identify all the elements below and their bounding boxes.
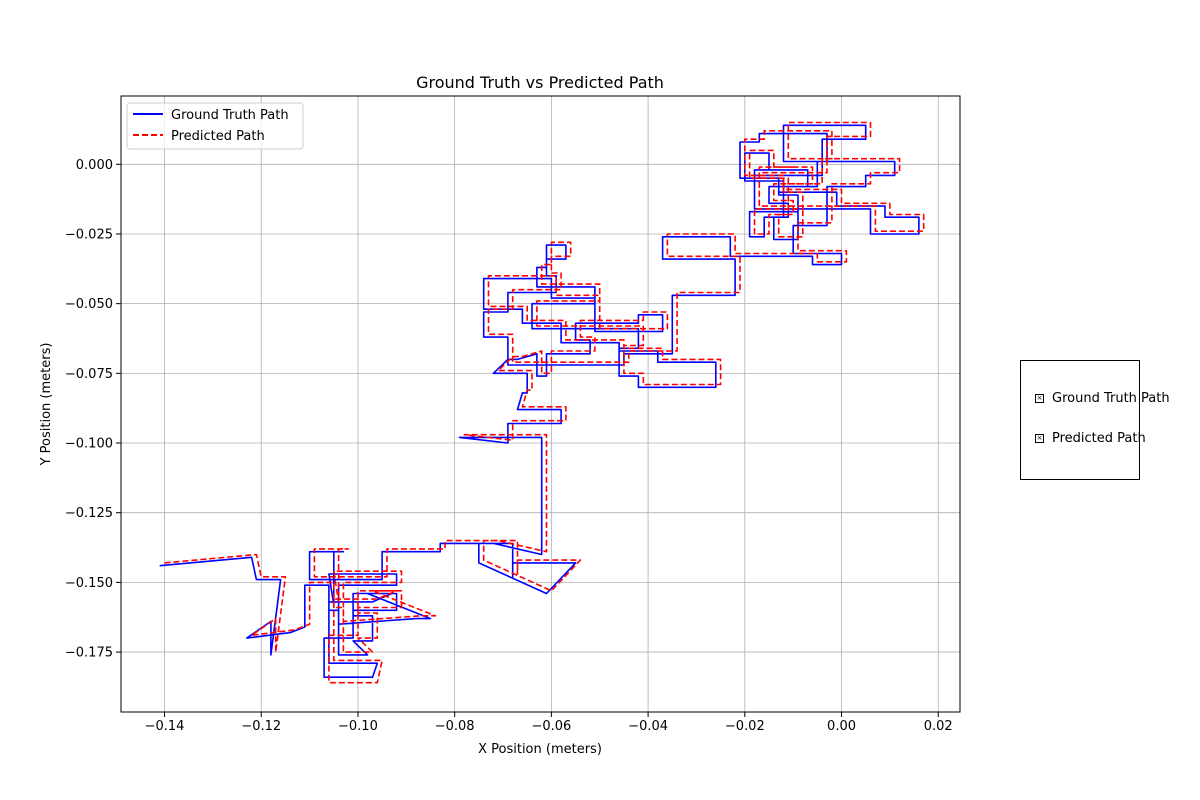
y-tick-label: −0.075 bbox=[65, 367, 113, 382]
x-tick-label: −0.06 bbox=[531, 719, 571, 734]
y-tick-label: −0.025 bbox=[65, 227, 113, 242]
y-tick-label: −0.175 bbox=[65, 646, 113, 661]
series-layer bbox=[159, 121, 925, 684]
secondary-legend-item: × Ground Truth Path bbox=[1035, 391, 1170, 406]
y-tick-label: −0.150 bbox=[65, 576, 113, 591]
secondary-legend-item: × Predicted Path bbox=[1035, 431, 1146, 446]
y-tick-label: −0.100 bbox=[65, 437, 113, 452]
x-tick-label: 0.00 bbox=[827, 719, 856, 734]
tick-layer: −0.14 −0.12 −0.10 −0.08 −0.06 −0.04 −0.02 0.00 0… bbox=[65, 158, 953, 734]
ground-truth-path-line bbox=[159, 124, 920, 679]
x-tick-label: −0.10 bbox=[338, 719, 378, 734]
legend-marker-icon: × bbox=[1035, 434, 1044, 443]
legend-label-ground-truth: Ground Truth Path bbox=[171, 108, 289, 123]
x-tick-label: −0.04 bbox=[628, 719, 668, 734]
chart-title: Ground Truth vs Predicted Path bbox=[416, 73, 664, 92]
x-tick-label: 0.02 bbox=[924, 719, 953, 734]
legend-frame bbox=[126, 102, 304, 150]
y-tick-label: 0.000 bbox=[76, 158, 113, 173]
legend-marker-icon: × bbox=[1035, 394, 1044, 403]
legend: Ground Truth Path Predicted Path bbox=[126, 102, 304, 150]
legend-label-predicted: Predicted Path bbox=[171, 129, 265, 144]
predicted-path-line bbox=[164, 121, 925, 684]
y-tick-label: −0.125 bbox=[65, 506, 113, 521]
x-tick-label: −0.08 bbox=[435, 719, 475, 734]
secondary-legend-label: Ground Truth Path bbox=[1052, 391, 1170, 406]
secondary-legend-box: × Ground Truth Path × Predicted Path bbox=[1020, 360, 1170, 480]
x-tick-label: −0.14 bbox=[145, 719, 185, 734]
x-tick-label: −0.02 bbox=[725, 719, 765, 734]
y-tick-label: −0.050 bbox=[65, 297, 113, 312]
axes-frame bbox=[120, 95, 961, 713]
secondary-legend-label: Predicted Path bbox=[1052, 431, 1146, 446]
x-tick-label: −0.12 bbox=[241, 719, 281, 734]
x-axis-label: X Position (meters) bbox=[478, 742, 602, 757]
y-axis-label: Y Position (meters) bbox=[39, 343, 54, 467]
grid-layer bbox=[121, 96, 960, 712]
